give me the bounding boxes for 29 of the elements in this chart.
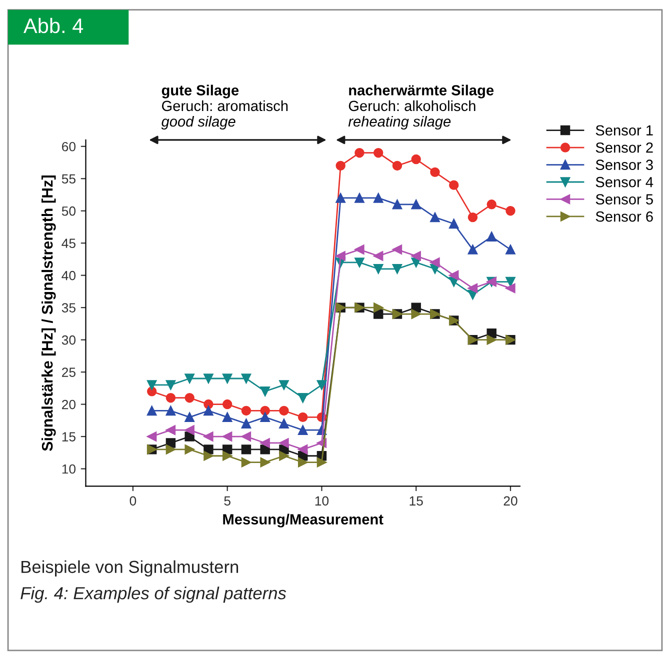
y-tick-label: 50	[62, 206, 76, 216]
legend-label: Sensor 2	[596, 142, 653, 153]
y-tick-label: 15	[62, 432, 76, 442]
chart-title: Abb. 4	[23, 18, 84, 34]
y-tick-label: 20	[62, 400, 76, 410]
caption: Fig. 4: Examples of signal patterns	[20, 586, 286, 603]
x-tick-label: 10	[315, 496, 329, 506]
text: gute Silage Geruch: aromatisch good silage	[161, 84, 288, 130]
y-tick-label: 10	[62, 464, 76, 474]
legend-label: Sensor 4	[596, 176, 654, 188]
x-tick-label: 15	[410, 496, 423, 506]
x-axis-title: Messung/Measurement	[223, 514, 384, 528]
x-tick-label: 20	[504, 496, 518, 506]
y-tick-label: 60	[62, 142, 76, 152]
legend-label: Sensor 5	[596, 194, 653, 204]
text: nacherwärmte Silage Geruch: alkoholisch reheating silage	[348, 84, 494, 130]
legend-label: Sensor 6	[596, 211, 653, 222]
y-tick-label: 45	[62, 238, 76, 248]
x-tick-label: 5	[224, 496, 230, 506]
y-tick-label: 40	[62, 270, 76, 280]
legend-label: Sensor 3	[596, 160, 653, 170]
y-tick-label: 55	[62, 174, 76, 184]
y-axis-title: Signalstärke [Hz] / Signalstrength [Hz]	[42, 176, 56, 451]
legend-label: Sensor 1	[596, 125, 653, 136]
y-tick-label: 25	[62, 368, 76, 377]
y-tick-label: 35	[62, 303, 76, 312]
text: Beispiele von Signalmustern	[22, 560, 238, 577]
x-tick-label: 0	[130, 496, 136, 506]
y-tick-label: 30	[62, 335, 76, 345]
